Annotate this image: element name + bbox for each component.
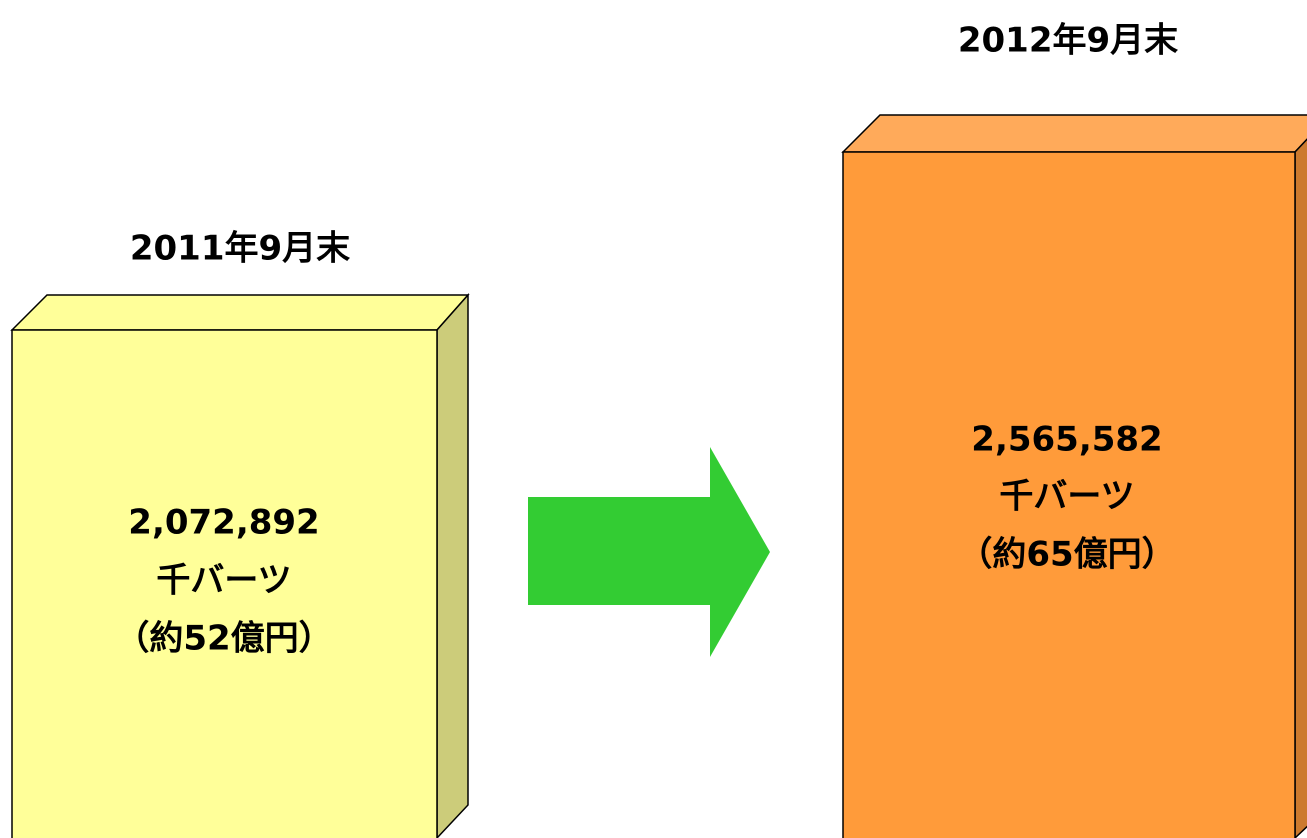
heading: 2012年9月末 — [958, 21, 1178, 61]
box-side — [436, 293, 469, 838]
heading: 2011年9月末 — [130, 229, 350, 269]
unit: 千バーツ — [156, 561, 291, 601]
box-front — [842, 151, 1296, 838]
yen-approx: （約52億円） — [115, 619, 332, 659]
yen-approx: （約65億円） — [958, 535, 1175, 575]
arrow — [528, 447, 770, 657]
box-top — [10, 294, 470, 331]
box-front — [11, 329, 438, 838]
box-top — [841, 114, 1307, 153]
amount: 2,565,582 — [971, 420, 1162, 460]
box-side — [1294, 138, 1307, 838]
unit: 千バーツ — [999, 477, 1134, 517]
box-2011 — [10, 293, 470, 838]
amount: 2,072,892 — [128, 503, 319, 543]
box-2012 — [841, 114, 1307, 838]
